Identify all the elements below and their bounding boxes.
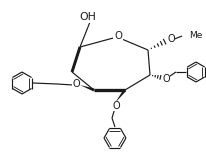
Polygon shape [115,89,126,103]
Text: O: O [166,34,174,44]
Text: O: O [72,79,80,89]
Polygon shape [80,85,94,91]
Text: OH: OH [79,12,96,22]
Text: O: O [112,101,119,111]
Text: O: O [114,31,121,41]
Text: Me: Me [188,31,201,39]
Text: O: O [162,74,169,84]
